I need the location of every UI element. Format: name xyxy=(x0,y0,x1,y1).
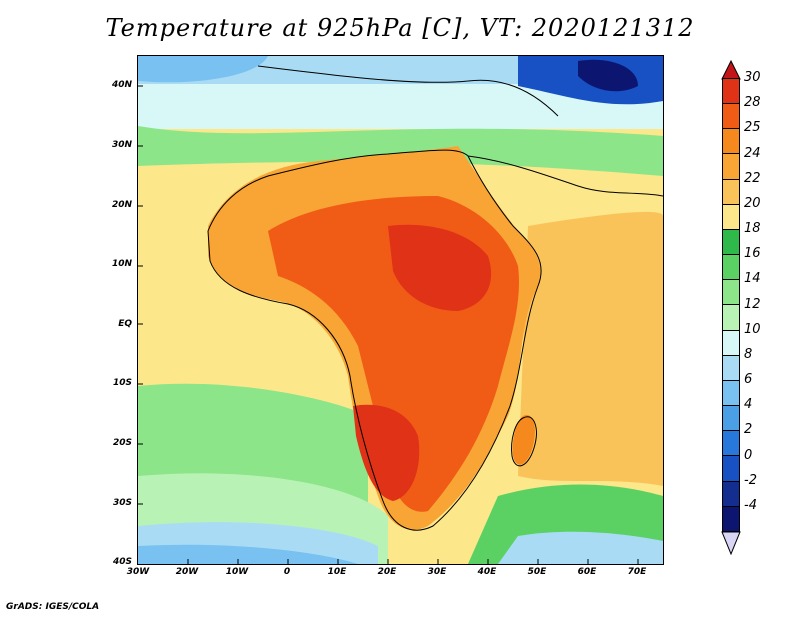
lat-label-30n: 30N xyxy=(111,140,132,150)
indian-ocean-warm xyxy=(518,211,663,487)
lon-label-30w: 30W xyxy=(126,567,150,577)
lat-label-30s: 30S xyxy=(112,498,132,508)
grads-credit: GrADS: IGES/COLA xyxy=(6,602,100,612)
colorbar-label: 4 xyxy=(744,397,753,413)
colorbar-label: 30 xyxy=(744,70,761,85)
lon-label-70e: 70E xyxy=(627,567,647,577)
colorbar-segment xyxy=(723,456,739,482)
lon-label-10w: 10W xyxy=(225,567,249,577)
colorbar-segment xyxy=(723,255,739,281)
lat-label-eq: EQ xyxy=(118,319,132,329)
colorbar-bottom-arrow xyxy=(721,531,741,555)
colorbar xyxy=(722,78,740,533)
southern-ocean-cold xyxy=(138,544,358,564)
madagascar-coastline xyxy=(511,416,537,467)
lon-label-20w: 20W xyxy=(175,567,199,577)
colorbar-label: 20 xyxy=(744,195,761,211)
atlantic-north-cool xyxy=(138,56,268,83)
lat-label-10n: 10N xyxy=(111,259,132,269)
southern-africa-hot-core xyxy=(353,404,420,501)
lat-label-20n: 20N xyxy=(111,200,132,210)
colorbar-label: -4 xyxy=(744,497,757,513)
subtropic-green-band xyxy=(138,126,663,176)
colorbar-segment xyxy=(723,380,739,407)
colorbar-segment xyxy=(723,154,739,180)
lat-label-40s: 40S xyxy=(112,557,132,567)
temperature-map xyxy=(138,56,663,564)
colorbar-label: 0 xyxy=(744,447,753,463)
colorbar-label: 2 xyxy=(744,422,753,438)
map-panel xyxy=(137,55,664,565)
colorbar-label: 14 xyxy=(744,271,761,287)
colorbar-segment xyxy=(723,204,739,230)
colorbar-segment xyxy=(723,129,739,155)
africa-coastline xyxy=(207,149,542,531)
colorbar-segment xyxy=(723,355,739,381)
lon-label-50e: 50E xyxy=(527,567,547,577)
europe-coastline xyxy=(257,65,559,117)
colorbar-label: 16 xyxy=(744,246,761,262)
colorbar-segment xyxy=(723,104,739,130)
colorbar-label: 24 xyxy=(744,145,761,161)
lon-label-20e: 20E xyxy=(377,567,397,577)
colorbar-label: 28 xyxy=(744,95,761,111)
lon-label-30e: 30E xyxy=(427,567,447,577)
frame-ticks xyxy=(138,85,639,564)
colorbar-segment xyxy=(723,431,739,457)
caspian-cold-core xyxy=(578,59,638,92)
lat-label-40n: 40N xyxy=(111,80,132,90)
lon-label-0: 0 xyxy=(283,567,291,577)
colorbar-segment xyxy=(723,179,739,205)
lat-label-10s: 10S xyxy=(112,378,132,388)
lon-label-40e: 40E xyxy=(477,567,497,577)
colorbar-label: 25 xyxy=(744,120,761,136)
lon-label-60e: 60E xyxy=(577,567,597,577)
lon-label-10e: 10E xyxy=(327,567,347,577)
arabia-coastline xyxy=(467,155,663,197)
colorbar-label: 8 xyxy=(744,346,753,362)
colorbar-segment xyxy=(723,280,739,306)
colorbar-label: 12 xyxy=(744,296,761,312)
central-africa-hot-core xyxy=(388,224,492,311)
colorbar-label: 22 xyxy=(744,170,761,186)
colorbar-segment xyxy=(723,406,739,432)
lat-label-20s: 20S xyxy=(112,438,132,448)
colorbar-segment xyxy=(723,330,739,356)
colorbar-segment xyxy=(723,305,739,331)
chart-title: Temperature at 925hPa [C], VT: 202012131… xyxy=(105,14,695,42)
colorbar-label: 18 xyxy=(744,221,761,236)
madagascar-warm xyxy=(512,415,535,465)
indian-ocean-south-cool xyxy=(498,531,663,564)
colorbar-segment xyxy=(723,481,739,507)
colorbar-label: 10 xyxy=(744,321,761,337)
colorbar-label: -2 xyxy=(744,472,757,488)
colorbar-segment xyxy=(723,229,739,256)
colorbar-label: 6 xyxy=(744,372,753,387)
colorbar-segment xyxy=(723,506,739,532)
colorbar-top-arrow xyxy=(721,60,741,80)
colorbar-segment xyxy=(723,79,739,105)
